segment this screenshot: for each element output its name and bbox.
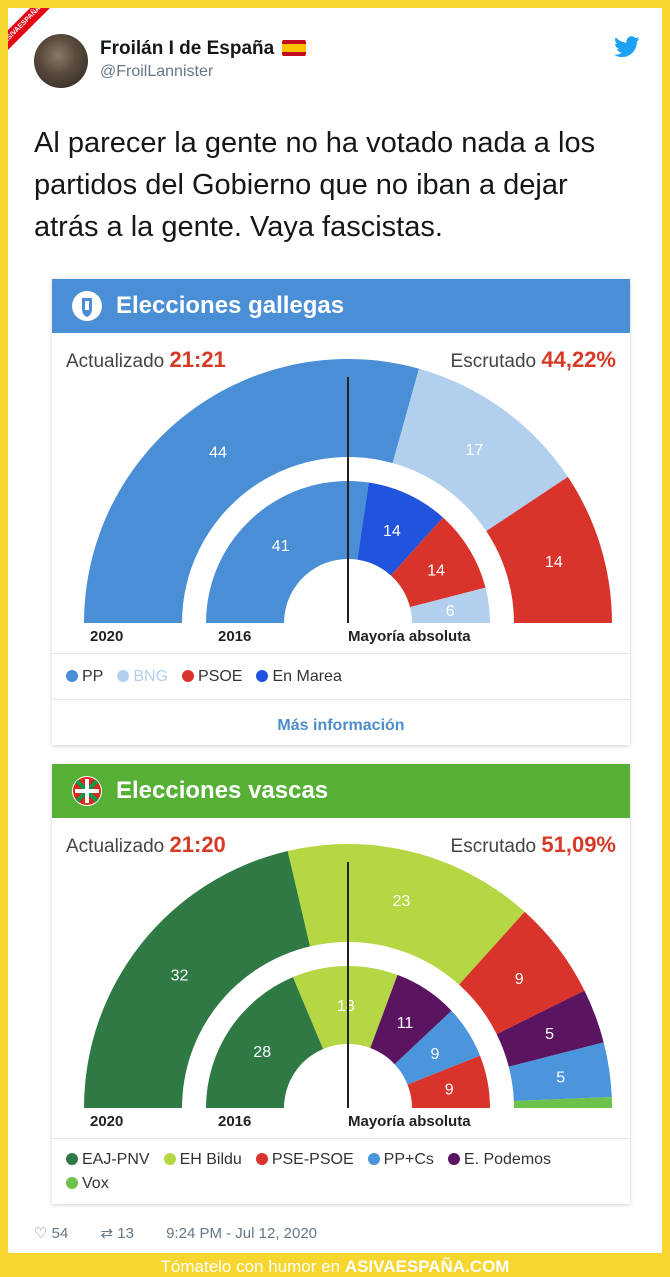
galicia-legend-item: PSOE (182, 668, 242, 686)
twitter-bird-icon[interactable] (614, 36, 640, 58)
legend-dot-icon (367, 1153, 380, 1165)
tweet-card: ASIVAESPAÑA.COM Froilán I de España @Fro… (8, 8, 662, 1253)
galicia-seg-2020-bng (392, 368, 568, 532)
galicia-label-2020-1: 17 (465, 442, 483, 459)
galicia-legend-item: En Marea (256, 668, 342, 686)
retweet-button[interactable]: ⇄ 13 (100, 1225, 134, 1242)
legend-dot-icon (255, 1153, 268, 1165)
euskadi-seg-2020-e-podemos (496, 990, 604, 1067)
euskadi-hemicycle-chart: 32 23 9 5 5 28 18 11 9 9 2020 2016 Mayoría absoluta (84, 844, 612, 1130)
galicia-seg-2016-psoe (390, 517, 486, 608)
euskadi-legend-item: Vox (66, 1172, 109, 1196)
tweet-text: Al parecer la gente no ha votado nada a … (34, 127, 596, 243)
galicia-seg-2020-pp (84, 359, 419, 623)
euskadi-label-2016-4: 9 (445, 1082, 454, 1099)
galicia-header: Elecciones gallegas (52, 279, 630, 333)
euskadi-seg-2016-eaj-pnv (206, 977, 324, 1108)
divider (52, 1138, 630, 1139)
galicia-emblem-icon (72, 291, 102, 321)
euskadi-label-2020-3: 5 (545, 1026, 554, 1043)
galicia-counted: Escrutado 44,22% (450, 347, 616, 372)
euskadi-legend-item: PP+Cs (367, 1148, 434, 1172)
euskadi-updated: Actualizado 21:20 (66, 832, 226, 857)
galicia-hemicycle-chart: 44 17 14 41 14 14 6 2020 2016 Mayoría absoluta (84, 359, 612, 645)
galicia-legend-item: PP (66, 668, 103, 686)
euskadi-label-2020-0: 32 (171, 967, 189, 984)
galicia-seg-2016-en-marea (357, 482, 444, 576)
timestamp[interactable]: 9:24 PM - Jul 12, 2020 (166, 1225, 318, 1242)
euskadi-header: Elecciones vascas (52, 764, 630, 818)
ikurrina-icon (72, 776, 102, 806)
author-handle[interactable]: @FroilLannister (100, 63, 214, 80)
legend-dot-icon (66, 1153, 78, 1165)
galicia-legend-item: BNG (117, 668, 168, 686)
author-name[interactable]: Froilán I de España (100, 38, 307, 60)
euskadi-label-2016-0: 28 (253, 1044, 271, 1061)
galicia-label-2016-3: 6 (446, 603, 455, 620)
euskadi-legend-item: PSE-PSOE (255, 1148, 354, 1172)
galicia-panel: Elecciones gallegas Actualizado 21:21 Es… (52, 279, 630, 745)
legend-dot-icon (447, 1153, 460, 1165)
spain-flag-icon (282, 40, 307, 56)
euskadi-seg-2016-e-podemos (370, 974, 452, 1065)
tweet-footer: ♡ 54 ⇄ 13 9:24 PM - Jul 12, 2020 (34, 1224, 331, 1242)
avatar[interactable] (34, 34, 88, 88)
galicia-axis-label-1: 2016 (218, 628, 251, 645)
legend-dot-icon (182, 670, 195, 682)
euskadi-axis-label-0: 2020 (90, 1113, 123, 1130)
like-button[interactable]: ♡ 54 (34, 1225, 69, 1242)
euskadi-seg-2020-pp-cs (508, 1042, 612, 1102)
galicia-seg-2016-bng (409, 587, 490, 623)
legend-dot-icon (66, 670, 78, 682)
galicia-label-2016-0: 41 (272, 538, 290, 555)
euskadi-panel: Elecciones vascas Actualizado 21:20 Escr… (52, 764, 630, 1204)
euskadi-label-2016-3: 9 (431, 1046, 440, 1063)
euskadi-legend: EAJ-PNV EH Bildu PSE-PSOE PP+Cs E. Podemos Vo… (66, 1148, 616, 1196)
galicia-chart-area: Actualizado 21:21 Escrutado 44,22% 44 17 1… (52, 333, 630, 653)
legend-dot-icon (163, 1153, 176, 1165)
divider (52, 699, 630, 700)
euskadi-seg-2016-pp-cs (394, 1010, 481, 1085)
euskadi-legend-item: E. Podemos (447, 1148, 551, 1172)
galicia-axis-label-2: Mayoría absoluta (348, 628, 471, 645)
euskadi-label-2020-1: 23 (393, 893, 411, 910)
euskadi-seg-2016-pse-psoe (407, 1055, 490, 1108)
legend-dot-icon (66, 1177, 78, 1189)
euskadi-axis-label-2: Mayoría absoluta (348, 1113, 471, 1130)
galicia-label-2016-2: 14 (427, 563, 445, 580)
euskadi-label-2020-2: 9 (515, 971, 524, 988)
galicia-label-2020-2: 14 (545, 554, 563, 571)
euskadi-seg-2020-eh-bildu (287, 844, 525, 985)
euskadi-legend-item: EAJ-PNV (66, 1148, 150, 1172)
galicia-label-2016-1: 14 (383, 523, 401, 540)
divider (52, 653, 630, 654)
euskadi-label-2016-1: 18 (337, 998, 355, 1015)
euskadi-seg-2016-eh-bildu (292, 966, 398, 1050)
site-footer-bar: Tómatelo con humor en ASIVAESPAÑA.COM (160, 1257, 510, 1276)
euskadi-seg-2020-vox (513, 1096, 612, 1108)
euskadi-label-2020-4: 5 (556, 1070, 565, 1087)
galicia-legend: PP BNG PSOE En Marea (66, 668, 356, 686)
galicia-title: Elecciones gallegas (116, 292, 345, 319)
euskadi-counted: Escrutado 51,09% (450, 832, 616, 857)
legend-dot-icon (256, 670, 269, 682)
euskadi-chart-area: Actualizado 21:20 Escrutado 51,09% 32 23 9… (52, 818, 630, 1138)
more-info-link[interactable]: Más información (277, 717, 405, 734)
galicia-seg-2016-pp (206, 481, 369, 623)
euskadi-seg-2020-eaj-pnv (84, 850, 311, 1108)
euskadi-axis-label-1: 2016 (218, 1113, 251, 1130)
euskadi-legend-item: EH Bildu (163, 1148, 242, 1172)
galicia-updated: Actualizado 21:21 (66, 347, 226, 372)
euskadi-seg-2020-pse-psoe (459, 911, 585, 1035)
euskadi-title: Elecciones vascas (116, 777, 329, 804)
galicia-seg-2020-psoe (486, 476, 612, 623)
euskadi-label-2016-2: 11 (397, 1015, 414, 1032)
galicia-axis-label-0: 2020 (90, 628, 123, 645)
galicia-label-2020-0: 44 (209, 445, 227, 462)
legend-dot-icon (117, 670, 130, 682)
